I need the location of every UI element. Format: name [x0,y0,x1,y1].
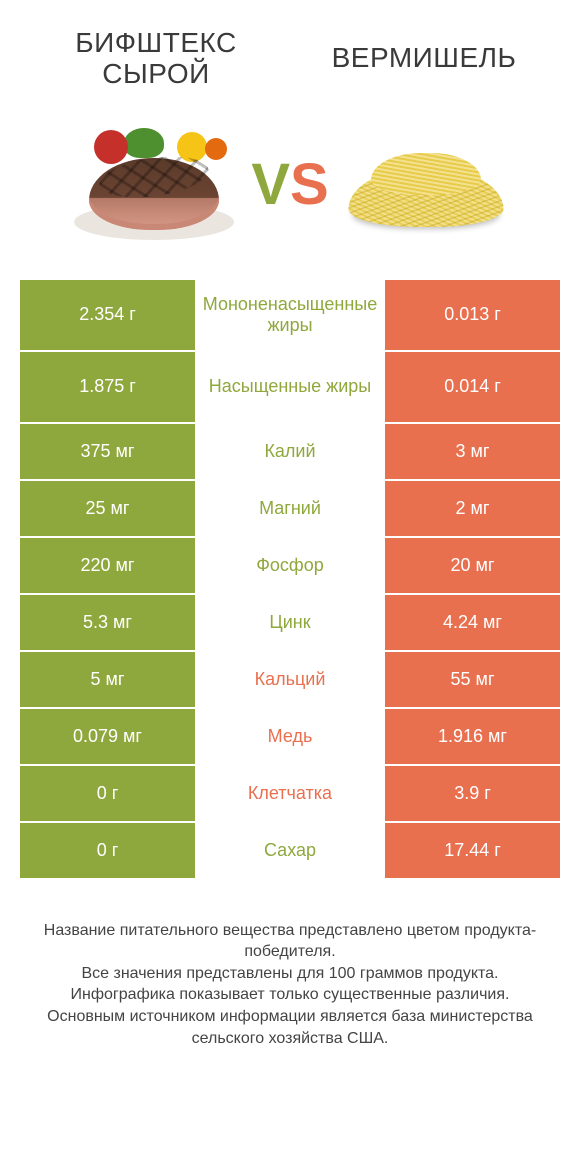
header: БИФШТЕКС СЫРОЙ ВЕРМИШЕЛЬ [0,0,580,100]
cell-left: 2.354 г [20,280,195,350]
title-left: БИФШТЕКС СЫРОЙ [22,28,290,90]
table-row: 0 гСахар17.44 г [20,823,560,880]
cell-right: 3.9 г [385,766,560,821]
cell-left: 220 мг [20,538,195,593]
cell-label: Калий [195,424,385,479]
cell-right: 20 мг [385,538,560,593]
vs-label: VS [251,151,328,218]
vs-row: VS [0,100,580,280]
cell-label: Мононенасыщенные жиры [195,280,385,350]
cell-right: 0.013 г [385,280,560,350]
vs-v: V [251,152,290,217]
cell-right: 55 мг [385,652,560,707]
footer-line-4: Основным источником информации является … [22,1006,558,1049]
table-row: 1.875 гНасыщенные жиры0.014 г [20,352,560,424]
cell-left: 0.079 мг [20,709,195,764]
cell-label: Магний [195,481,385,536]
table-row: 25 мгМагний2 мг [20,481,560,538]
table-row: 2.354 гМононенасыщенные жиры0.013 г [20,280,560,352]
table-row: 0.079 мгМедь1.916 мг [20,709,560,766]
table-row: 5.3 мгЦинк4.24 мг [20,595,560,652]
title-left-line1: БИФШТЕКС [75,27,236,58]
title-right: ВЕРМИШЕЛЬ [290,43,558,74]
cell-label: Фосфор [195,538,385,593]
cell-label: Насыщенные жиры [195,352,385,422]
cell-left: 375 мг [20,424,195,479]
footer-line-2: Все значения представлены для 100 граммо… [22,963,558,985]
cell-right: 3 мг [385,424,560,479]
cell-label: Сахар [195,823,385,878]
cell-right: 0.014 г [385,352,560,422]
comparison-table: 2.354 гМононенасыщенные жиры0.013 г1.875… [20,280,560,880]
steak-image [66,120,241,250]
vs-s: S [290,152,329,217]
footer-line-1: Название питательного вещества представл… [22,920,558,963]
cell-left: 5 мг [20,652,195,707]
cell-label: Медь [195,709,385,764]
cell-left: 5.3 мг [20,595,195,650]
cell-right: 17.44 г [385,823,560,878]
cell-right: 1.916 мг [385,709,560,764]
table-row: 375 мгКалий3 мг [20,424,560,481]
noodle-image [339,120,514,250]
cell-right: 4.24 мг [385,595,560,650]
cell-left: 1.875 г [20,352,195,422]
footer-note: Название питательного вещества представл… [0,888,580,1050]
cell-left: 0 г [20,766,195,821]
footer-line-3: Инфографика показывает только существенн… [22,984,558,1006]
cell-label: Клетчатка [195,766,385,821]
table-row: 220 мгФосфор20 мг [20,538,560,595]
cell-left: 0 г [20,823,195,878]
cell-label: Кальций [195,652,385,707]
cell-label: Цинк [195,595,385,650]
cell-left: 25 мг [20,481,195,536]
cell-right: 2 мг [385,481,560,536]
table-row: 5 мгКальций55 мг [20,652,560,709]
title-left-line2: СЫРОЙ [102,58,209,89]
table-row: 0 гКлетчатка3.9 г [20,766,560,823]
